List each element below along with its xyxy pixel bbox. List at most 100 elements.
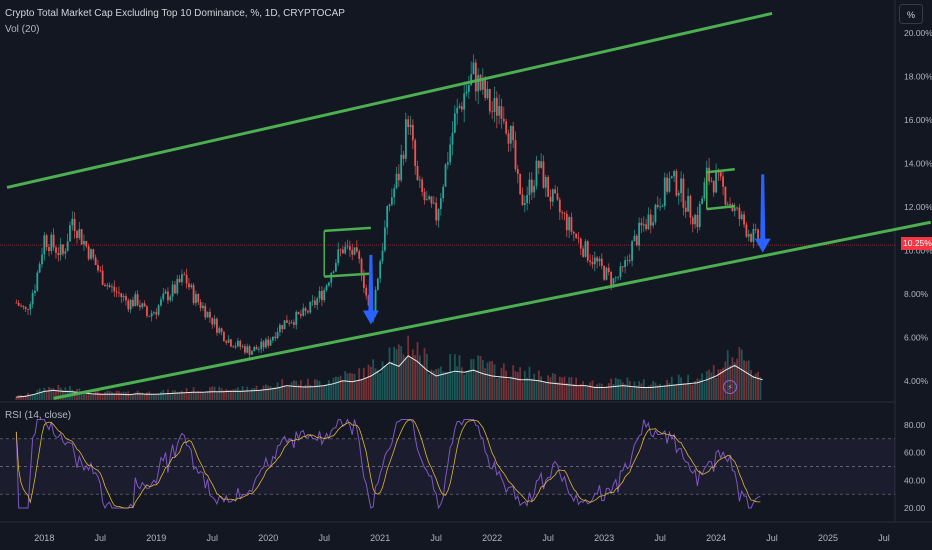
time-tick-label: Jul	[878, 533, 890, 543]
volume-bar	[442, 371, 445, 400]
volume-bar	[731, 357, 734, 400]
candle-body	[246, 346, 249, 353]
candle-body	[607, 267, 610, 272]
candle-body	[169, 296, 172, 301]
candle-body	[544, 177, 547, 188]
candle-body	[167, 291, 169, 301]
candle-body	[703, 182, 706, 199]
volume-bar	[684, 384, 687, 400]
volume-bar	[596, 384, 599, 400]
candle-body	[402, 154, 405, 159]
volume-bar	[456, 366, 459, 400]
volume-bar	[701, 373, 703, 400]
time-tick-label: Jul	[207, 533, 219, 543]
candle-body	[523, 203, 526, 205]
volume-bar	[624, 384, 627, 400]
candle-body	[41, 254, 43, 265]
volume-bar	[563, 376, 566, 400]
volume-bar	[48, 387, 50, 400]
volume-bar	[495, 378, 498, 400]
volume-bar	[225, 388, 228, 400]
volume-bar	[605, 386, 608, 400]
candle-body	[500, 106, 503, 119]
candle-body	[460, 106, 463, 110]
candle-body	[467, 84, 470, 92]
rsi-legend[interactable]: RSI (14, close)	[5, 410, 72, 421]
volume-bar	[55, 390, 57, 400]
volume-bar	[584, 385, 587, 400]
volume-bar	[209, 387, 211, 400]
candle-body	[43, 235, 46, 255]
volume-bar	[414, 354, 417, 400]
candle-body	[423, 192, 426, 201]
candle-body	[104, 284, 106, 287]
volume-bar	[299, 380, 302, 400]
volume-bar	[297, 384, 300, 400]
percent-scale-button[interactable]: %	[899, 4, 923, 24]
candle-body	[498, 106, 501, 116]
lightning-icon[interactable]: ⚡	[723, 380, 737, 394]
candle-body	[691, 217, 694, 225]
candle-body	[108, 285, 111, 288]
volume-bar	[628, 380, 631, 400]
volume-bar	[719, 369, 722, 400]
volume-bar	[283, 385, 286, 400]
candle-body	[684, 207, 687, 212]
candle-body	[120, 293, 123, 298]
volume-bar	[418, 355, 421, 400]
volume-bar	[663, 385, 666, 400]
candle-body	[596, 257, 599, 262]
volume-bar	[488, 361, 491, 400]
volume-bar	[712, 365, 715, 400]
volume-bar	[346, 373, 349, 400]
volume-bar	[318, 380, 321, 400]
volume-bar	[591, 380, 594, 400]
candle-body	[344, 246, 347, 254]
candle-body	[407, 119, 410, 128]
candle-body	[150, 313, 153, 317]
candle-body	[432, 202, 435, 204]
candle-body	[530, 179, 533, 193]
candle-body	[306, 311, 309, 313]
volume-bar	[617, 379, 620, 400]
volume-bar	[120, 392, 123, 400]
candle-body	[73, 218, 76, 232]
volume-bar	[372, 359, 375, 400]
volume-bar	[437, 368, 440, 400]
candle-body	[673, 171, 675, 177]
volume-bar	[320, 385, 323, 400]
range-box-bottom	[706, 204, 735, 211]
candle-body	[617, 276, 620, 278]
candle-body	[22, 305, 25, 307]
volume-bar	[453, 354, 456, 400]
candle-body	[481, 79, 484, 90]
volume-bar	[362, 367, 365, 400]
rsi-tick-label: 20.00	[904, 503, 926, 513]
price-tick-label: 16.00%	[904, 115, 932, 125]
candle-body	[456, 107, 459, 114]
volume-legend[interactable]: Vol (20)	[5, 24, 40, 35]
volume-bar	[169, 393, 172, 400]
candle-body	[332, 271, 335, 273]
candle-body	[386, 206, 389, 228]
volume-bar	[97, 390, 99, 400]
candle-body	[614, 277, 617, 279]
volume-bar	[202, 392, 204, 400]
volume-bar	[178, 391, 181, 400]
candle-body	[547, 177, 550, 197]
volume-bar	[589, 382, 592, 400]
volume-bar	[754, 373, 757, 400]
volume-bar	[139, 392, 141, 400]
volume-bar	[612, 384, 615, 400]
candle-body	[528, 179, 531, 195]
candle-body	[395, 173, 398, 189]
volume-bar	[265, 384, 267, 400]
volume-bar	[69, 386, 71, 400]
candle-body	[668, 178, 671, 192]
symbol-title[interactable]: Crypto Total Market Cap Excluding Top 10…	[5, 8, 345, 19]
rsi-line	[15, 418, 761, 510]
last-value-tag: 10.25%	[901, 237, 932, 250]
volume-bar	[388, 347, 391, 400]
volume-bar	[493, 364, 496, 400]
